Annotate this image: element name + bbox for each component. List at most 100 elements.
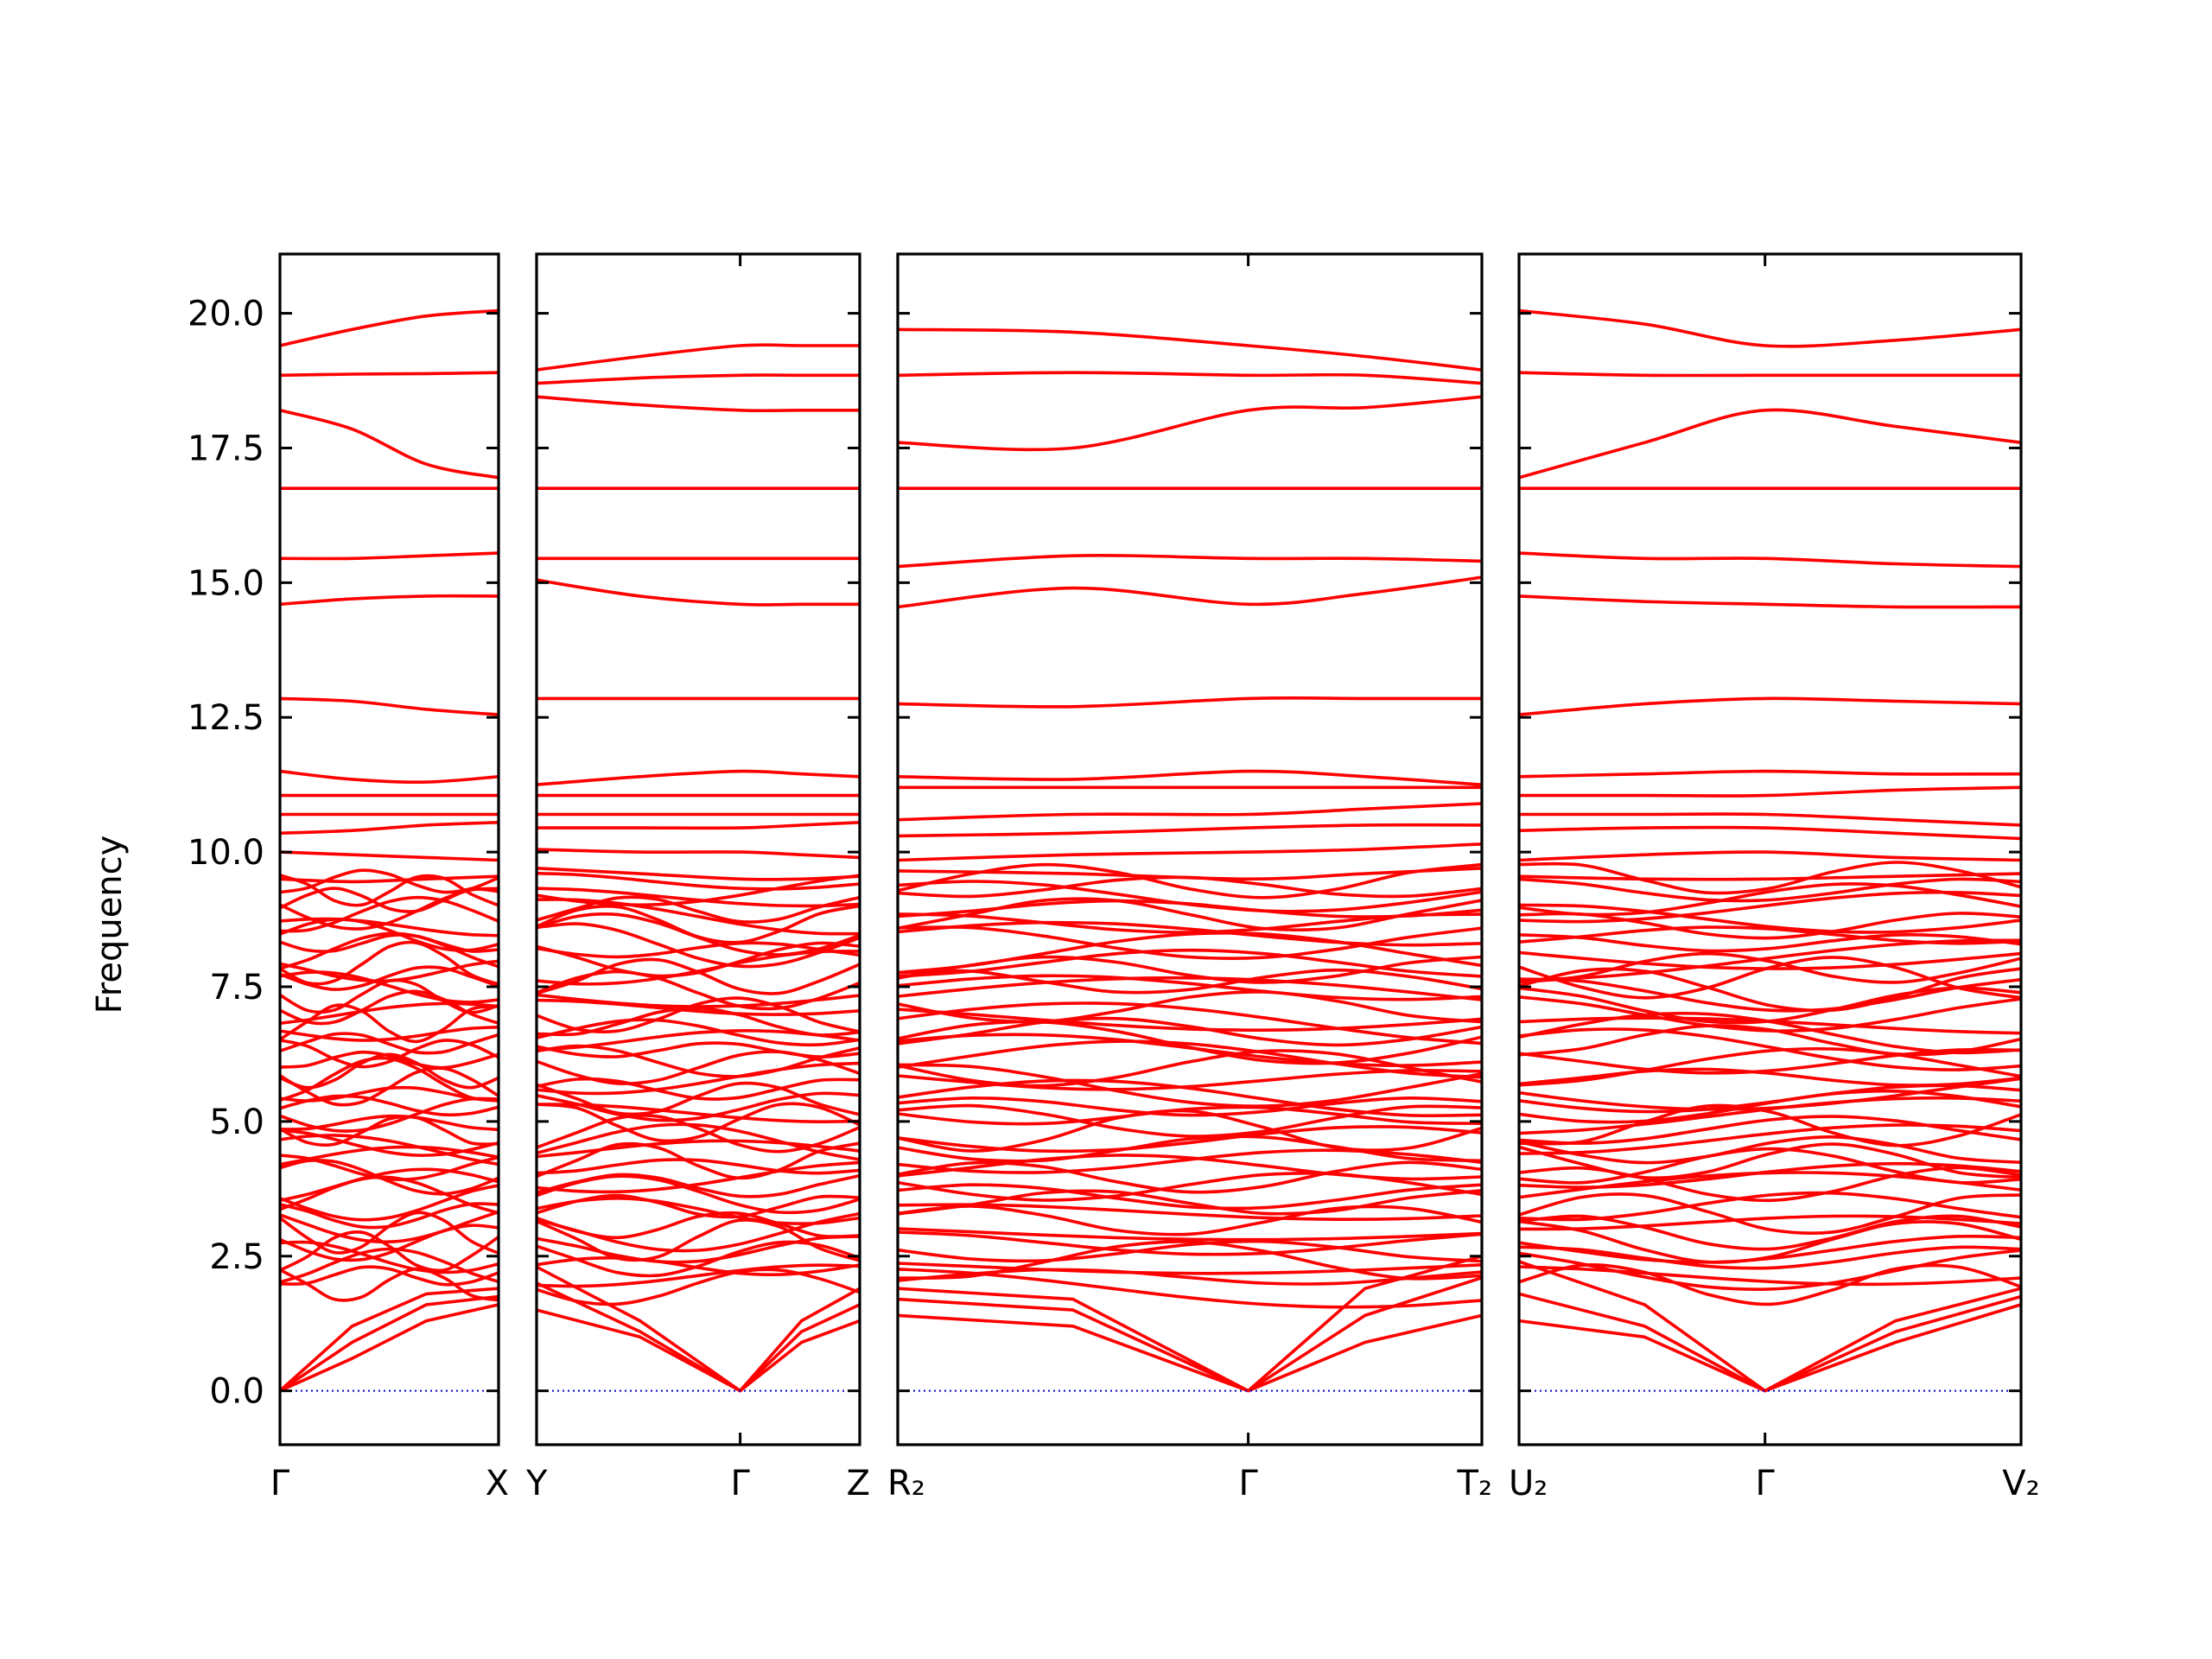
panel-frame: [1517, 252, 2023, 1446]
band-line: [280, 1265, 499, 1287]
band-line: [537, 1122, 860, 1161]
band-line: [280, 409, 499, 480]
y-axis-label: Frequency: [90, 836, 130, 1014]
band-line: [1519, 696, 2021, 716]
band-line: [898, 1148, 1482, 1174]
band-line: [898, 1135, 1482, 1163]
acoustic-branch: [1519, 1303, 2021, 1393]
band-line: [898, 1007, 1482, 1033]
band-line: [280, 874, 499, 884]
band-line: [537, 1173, 860, 1198]
band-line: [537, 1193, 860, 1219]
band-line: [898, 1262, 1482, 1275]
band-line: [280, 1175, 499, 1215]
panels: 0.0 2.5 5.0 7.5 10.0 12.5 15.0 17.5 20.0 Γ X Y Γ Z R₂ Γ…: [188, 252, 2040, 1503]
band-line: [280, 1066, 499, 1107]
x-path-label: Γ: [1238, 1464, 1258, 1503]
band-line: [537, 373, 860, 385]
band-line: [537, 1114, 860, 1154]
band-line: [898, 948, 1482, 978]
band-line: [898, 823, 1482, 838]
band-line: [537, 343, 860, 372]
panel-4: U₂ Γ V₂: [1509, 252, 2040, 1503]
band-line: [898, 1205, 1482, 1236]
band-line: [1519, 850, 2021, 862]
band-lines: [1519, 308, 2021, 1393]
band-line: [537, 904, 860, 944]
band-line: [280, 594, 499, 607]
band-line: [537, 1235, 860, 1264]
band-line: [1519, 925, 2021, 945]
band-line: [1519, 1263, 2021, 1306]
band-line: [537, 941, 860, 959]
band-line: [1519, 308, 2021, 348]
band-line: [1519, 933, 2021, 953]
band-line: [898, 862, 1482, 899]
panel-frame: [535, 252, 861, 1446]
band-line: [537, 1041, 860, 1058]
band-lines: [280, 308, 499, 1393]
band-line: [1519, 1214, 2021, 1231]
band-line: [1519, 1192, 2021, 1235]
band-line: [537, 867, 860, 881]
band-line: [537, 898, 860, 936]
band-line: [1519, 861, 2021, 895]
band-line: [280, 696, 499, 716]
x-path-label: X: [486, 1464, 509, 1503]
band-line: [898, 1183, 1482, 1211]
band-line: [280, 769, 499, 784]
band-line: [280, 308, 499, 347]
band-line: [1519, 1191, 2021, 1222]
band-line: [1519, 951, 2021, 984]
band-line: [537, 848, 860, 860]
band-line: [898, 327, 1482, 372]
y-tick-label: 2.5: [209, 1237, 264, 1277]
band-line: [898, 802, 1482, 822]
band-line: [537, 895, 860, 924]
y-tick-label: 20.0: [188, 295, 264, 334]
band-line: [898, 976, 1482, 1001]
y-tick-label: 12.5: [188, 698, 264, 738]
band-line: [898, 1268, 1482, 1309]
band-line: [537, 1061, 860, 1096]
band-line: [280, 965, 499, 991]
band-line: [537, 1091, 860, 1122]
band-line: [537, 1211, 860, 1240]
band-line: [537, 1158, 860, 1175]
panel-frame: [278, 252, 500, 1446]
band-line: [280, 1202, 499, 1230]
band-line: [898, 1020, 1482, 1065]
band-line: [898, 554, 1482, 569]
band-line: [1519, 1245, 2021, 1270]
x-path-label: U₂: [1509, 1464, 1548, 1503]
band-line: [280, 1224, 499, 1262]
x-path-label: Γ: [1756, 1464, 1776, 1503]
band-line: [898, 769, 1482, 786]
y-tick-label: 5.0: [209, 1103, 264, 1142]
band-line: [898, 1105, 1482, 1126]
y-tick-label: 7.5: [209, 968, 264, 1007]
band-line: [537, 1218, 860, 1262]
band-line: [1519, 812, 2021, 827]
band-line: [537, 1263, 860, 1288]
band-line: [898, 1063, 1482, 1108]
band-line: [898, 1001, 1482, 1046]
band-line: [898, 1160, 1482, 1194]
y-tick-label: 0.0: [209, 1372, 264, 1412]
band-line: [1519, 594, 2021, 609]
band-line: [898, 920, 1482, 947]
band-line: [1519, 1135, 2021, 1165]
band-line: [280, 1096, 499, 1133]
panel-1: 0.0 2.5 5.0 7.5 10.0 12.5 15.0 17.5 20.0 Γ X: [188, 252, 509, 1503]
band-line: [537, 1102, 860, 1143]
band-line: [537, 996, 860, 1033]
band-line: [280, 1128, 499, 1157]
band-line: [898, 575, 1482, 609]
band-line: [280, 1003, 499, 1044]
band-line: [1519, 1103, 2021, 1147]
band-line: [898, 371, 1482, 385]
band-line: [898, 1049, 1482, 1088]
band-line: [1519, 877, 2021, 903]
band-line: [898, 696, 1482, 709]
